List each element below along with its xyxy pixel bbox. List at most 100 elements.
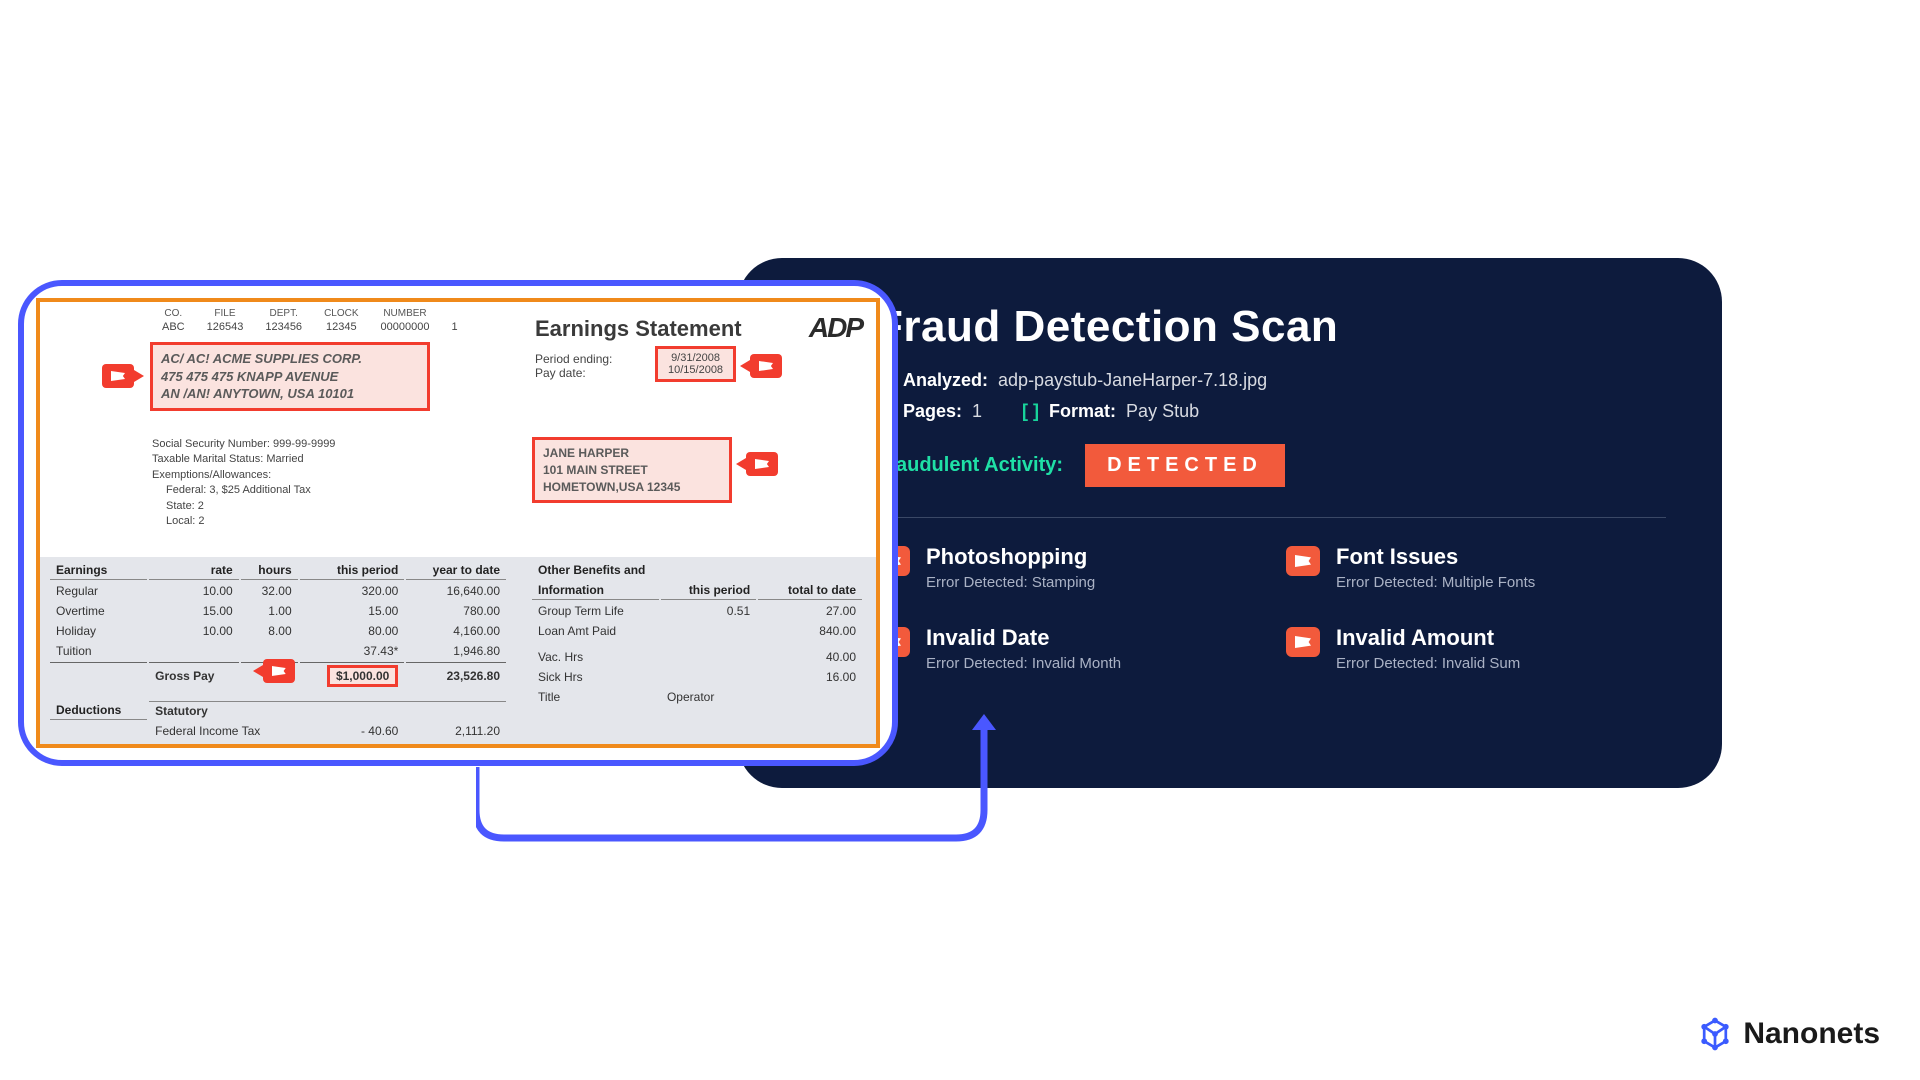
company-line: AC/ AC! ACME SUPPLIES CORP. [161,350,419,368]
period-ending-label: Period ending: [535,352,625,366]
result-header: Fraud Detection Scan [ ] Analyzed: adp-p… [794,302,1666,487]
paystub-document: CO. FILE DEPT. CLOCK NUMBER ABC 126543 1… [36,298,880,748]
issue-date: Invalid Date Error Detected: Invalid Mon… [876,625,1256,672]
pages-label: Pages: [903,401,962,422]
bracket-icon: [ ] [1022,401,1039,422]
benefits-header: Other Benefits and [532,561,862,579]
paystub-header-area: CO. FILE DEPT. CLOCK NUMBER ABC 126543 1… [40,302,876,557]
issue-title: Invalid Amount [1336,625,1520,651]
earnings-section: Earnings [50,561,147,580]
activity-label: Fraudulent Activity: [876,454,1063,477]
pay-date-label: Pay date: [535,366,625,380]
meta-row: [ ] Pages: 1 [ ] Format: Pay Stub [876,401,1338,422]
issues-grid: Photoshopping Error Detected: Stamping F… [876,544,1666,672]
nanonets-logo: Nanonets [1697,1016,1880,1052]
deductions-header: Deductions Statutory [50,701,506,720]
gross-highlight-box: $1,000.00 [327,665,398,687]
payee-street: 101 MAIN STREET [543,462,721,479]
code-hdr [441,308,467,319]
table-row: Social Security Tax- 28.051,459.60 [50,742,506,748]
result-header-text: Fraud Detection Scan [ ] Analyzed: adp-p… [876,302,1338,487]
issue-subtitle: Error Detected: Invalid Sum [1336,655,1520,672]
state-line: State: 2 [152,499,335,514]
company-line: 475 475 475 KNAPP AVENUE [161,368,419,386]
col-rate: rate [149,561,239,580]
statement-title: Earnings Statement [535,316,742,342]
issue-photoshopping: Photoshopping Error Detected: Stamping [876,544,1256,591]
issue-subtitle: Error Detected: Multiple Fonts [1336,574,1535,591]
benefits-header2: Information [532,581,659,600]
company-line: AN /AN! ANYTOWN, USA 10101 [161,385,419,403]
analyzed-line: [ ] Analyzed: adp-paystub-JaneHarper-7.1… [876,370,1338,391]
table-row [532,642,862,646]
col-ytd: year to date [406,561,506,580]
gross-ytd: 23,526.80 [406,662,506,689]
issue-subtitle: Error Detected: Invalid Month [926,655,1121,672]
code-val: 00000000 [371,321,440,333]
code-hdr: FILE [197,308,254,319]
flag-icon [750,354,782,378]
code-hdr: NUMBER [371,308,440,319]
divider [876,517,1666,518]
analyzed-label: Analyzed: [903,370,988,391]
federal-line: Federal: 3, $25 Additional Tax [152,483,335,498]
statutory-label: Statutory [149,701,506,720]
table-row: TitleOperator [532,688,862,706]
analyzed-value: adp-paystub-JaneHarper-7.18.jpg [998,370,1267,391]
adp-logo: ADP [809,312,862,344]
gross-pay-row: Gross Pay $1,000.00 23,526.80 [50,662,506,689]
col-this-period: this period [661,581,756,600]
code-hdr: CLOCK [314,308,368,319]
payee-name: JANE HARPER [543,445,721,462]
code-val: 1 [441,321,467,333]
benefits-table: Other Benefits and Information this peri… [530,559,864,708]
code-val: 126543 [197,321,254,333]
flag-icon [263,659,295,683]
table-row: Group Term Life0.5127.00 [532,602,862,620]
employee-info: Social Security Number: 999-99-9999 Taxa… [152,437,335,529]
col-this-period: this period [300,561,405,580]
nanonets-icon [1697,1016,1733,1052]
issue-subtitle: Error Detected: Stamping [926,574,1095,591]
period-labels: Period ending: Pay date: [535,352,625,380]
flag-icon [1286,546,1320,576]
result-title: Fraud Detection Scan [876,302,1338,352]
code-val: ABC [152,321,195,333]
format-value: Pay Stub [1126,401,1199,422]
issue-amount: Invalid Amount Error Detected: Invalid S… [1286,625,1666,672]
issue-title: Font Issues [1336,544,1535,570]
infographic-canvas: Fraud Detection Scan [ ] Analyzed: adp-p… [18,258,1722,798]
table-row: Loan Amt Paid840.00 [532,622,862,640]
flag-icon [102,364,134,388]
pay-date: 10/15/2008 [668,364,723,376]
payee-highlight-box: JANE HARPER 101 MAIN STREET HOMETOWN,USA… [532,437,732,503]
dates-highlight-box: 9/31/2008 10/15/2008 [655,346,736,382]
company-highlight-box: AC/ AC! ACME SUPPLIES CORP. 475 475 475 … [150,342,430,411]
table-row: Overtime15.001.0015.00780.00 [50,602,506,620]
issue-font: Font Issues Error Detected: Multiple Fon… [1286,544,1666,591]
col-hours: hours [241,561,298,580]
detected-badge: DETECTED [1085,444,1285,487]
table-row: Holiday10.008.0080.004,160.00 [50,622,506,640]
format-label: Format: [1049,401,1116,422]
issue-title: Invalid Date [926,625,1121,651]
table-row: Regular10.0032.00320.0016,640.00 [50,582,506,600]
ssn-line: Social Security Number: 999-99-9999 [152,437,335,452]
marital-line: Taxable Marital Status: Married [152,452,335,467]
col-total: total to date [758,581,862,600]
exempt-header: Exemptions/Allowances: [152,468,335,483]
code-val: 12345 [314,321,368,333]
code-hdr: DEPT. [255,308,312,319]
tables-area: Earnings rate hours this period year to … [40,557,876,748]
flag-icon [746,452,778,476]
pages-value: 1 [972,401,982,422]
payee-city: HOMETOWN,USA 12345 [543,479,721,496]
code-row: CO. FILE DEPT. CLOCK NUMBER ABC 126543 1… [150,306,470,335]
issue-title: Photoshopping [926,544,1095,570]
table-row: Tuition37.43*1,946.80 [50,642,506,660]
table-row: Sick Hrs16.00 [532,668,862,686]
gross-label: Gross Pay [149,662,239,689]
flag-icon [1286,627,1320,657]
document-frame: CO. FILE DEPT. CLOCK NUMBER ABC 126543 1… [18,280,898,766]
code-val: 123456 [255,321,312,333]
